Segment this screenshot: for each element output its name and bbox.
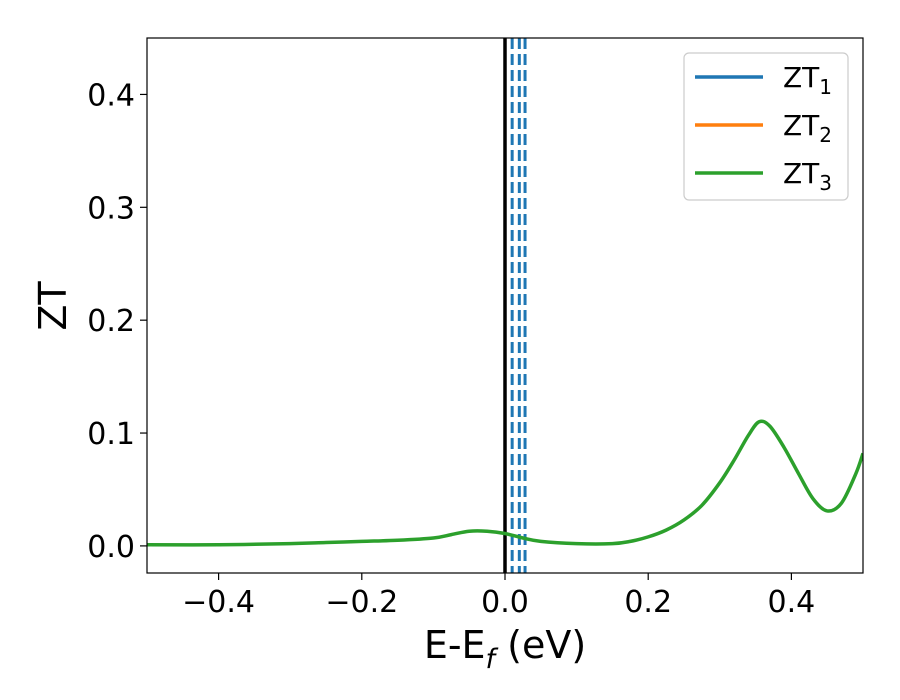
legend-label: ZT3 — [783, 157, 832, 195]
legend: ZT1 ZT2 ZT3 — [683, 52, 849, 201]
y-tick-label: 0.0 — [87, 530, 135, 565]
x-tick-label: 0.2 — [624, 585, 672, 620]
y-tick-label: 0.4 — [87, 78, 135, 113]
x-tick-label: −0.2 — [325, 585, 398, 620]
y-axis-title: ZT — [31, 281, 75, 331]
y-tick-label: 0.3 — [87, 191, 135, 226]
x-tick-label: −0.4 — [182, 585, 255, 620]
y-tick-label: 0.2 — [87, 304, 135, 339]
x-tick-label: 0.0 — [481, 585, 529, 620]
legend-label: ZT2 — [783, 109, 832, 147]
legend-label: ZT1 — [783, 61, 832, 99]
series-line-zt3 — [147, 419, 863, 547]
y-tick-label: 0.1 — [87, 417, 135, 452]
x-tick-label: 0.4 — [768, 585, 816, 620]
x-axis-title: E-Ef (eV) — [424, 623, 586, 675]
legend-box — [683, 52, 849, 201]
